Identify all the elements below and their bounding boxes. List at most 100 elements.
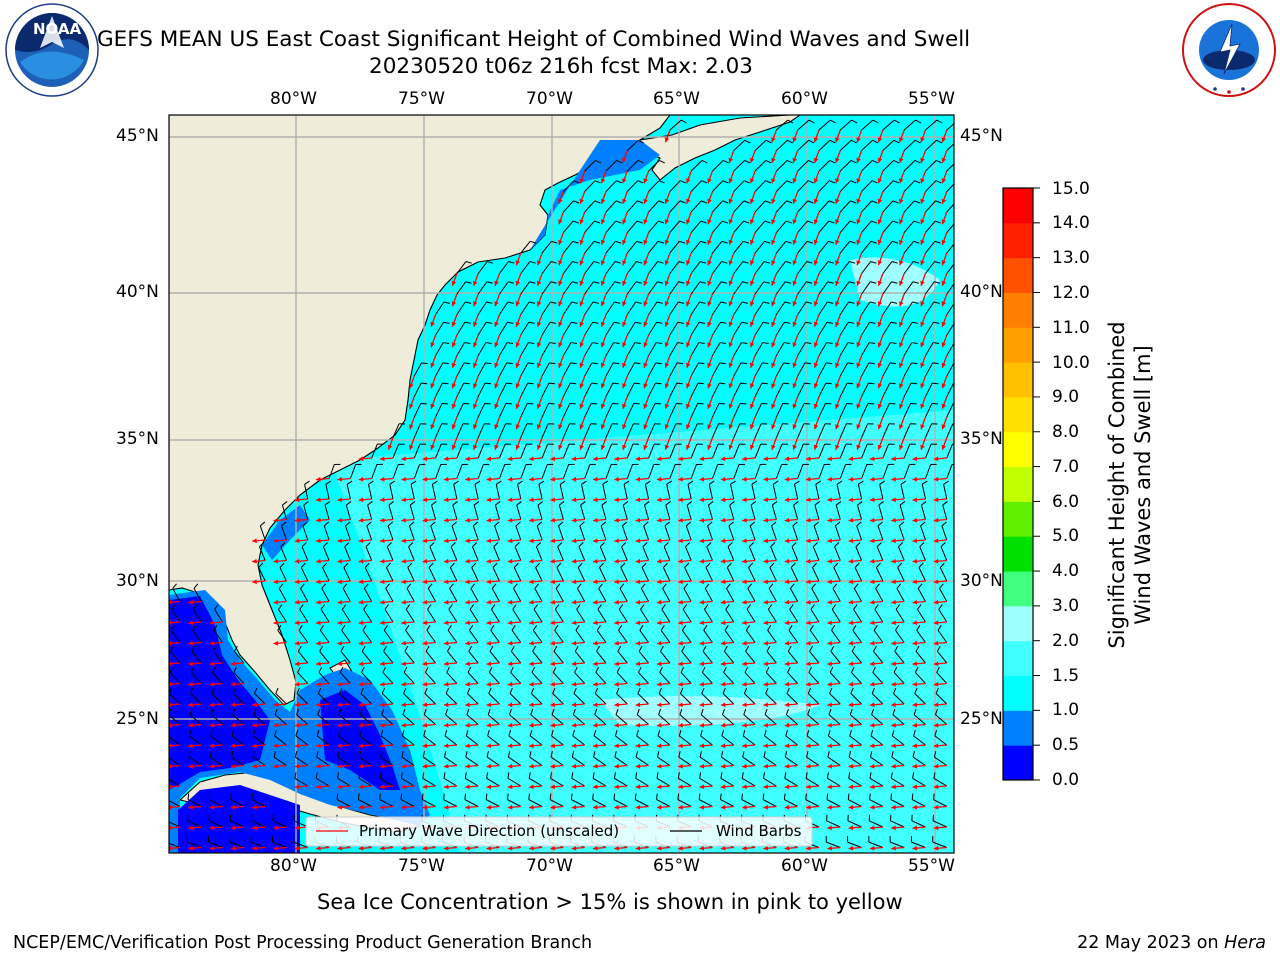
wave-arrow-head xyxy=(720,517,726,523)
wave-arrow-head xyxy=(742,845,747,851)
wave-arrow-head xyxy=(473,301,478,307)
wind-barb-flag xyxy=(701,200,708,204)
wind-barb-flag xyxy=(936,139,943,144)
wind-barb xyxy=(600,525,607,541)
wave-arrow-head xyxy=(806,743,811,749)
wind-barb-flag xyxy=(188,729,192,736)
wind-barb-flag xyxy=(252,729,256,736)
wave-arrow-head xyxy=(380,497,385,503)
wave-arrow-head xyxy=(813,321,819,327)
wind-barb-flag xyxy=(772,501,778,506)
wave-arrow-head xyxy=(643,383,648,389)
lon-label-top-70w: 70°W xyxy=(526,89,573,109)
wave-arrow-head xyxy=(656,661,662,667)
wind-barb-flag xyxy=(615,200,622,204)
wave-arrow-head xyxy=(656,456,662,462)
wave-arrow-head xyxy=(813,301,819,307)
wind-barb xyxy=(754,240,765,254)
wave-arrow-head xyxy=(749,362,755,368)
wind-barb xyxy=(516,504,522,520)
wind-barb-flag xyxy=(869,793,871,800)
wave-arrow-head xyxy=(401,845,406,851)
wind-barb-flag xyxy=(490,625,495,631)
wind-barb-flag xyxy=(535,562,541,568)
wave-arrow-head xyxy=(558,342,563,348)
wind-barb xyxy=(707,525,713,541)
wind-barb xyxy=(767,630,777,643)
wind-barb xyxy=(520,301,530,315)
wind-barb xyxy=(597,609,607,623)
wind-barb-flag xyxy=(666,480,672,485)
wave-arrow-head xyxy=(920,301,925,307)
wind-barb xyxy=(456,322,466,336)
wind-barb-flag xyxy=(486,321,493,324)
wind-barb xyxy=(684,567,692,582)
wave-arrow-head xyxy=(273,743,279,749)
wave-arrow-head xyxy=(188,599,193,605)
wind-barb-flag xyxy=(463,382,470,385)
wind-barb xyxy=(946,203,954,213)
wave-arrow-head xyxy=(891,722,896,728)
wind-barb-flag xyxy=(507,793,509,800)
wind-barb xyxy=(681,651,692,664)
wind-barb xyxy=(456,403,464,418)
wave-arrow-head xyxy=(720,497,726,503)
wind-barb-flag xyxy=(574,645,579,652)
wind-barb xyxy=(169,714,181,725)
wind-barb xyxy=(648,240,659,254)
wave-arrow-head xyxy=(401,456,406,462)
wind-barb-flag xyxy=(421,382,428,385)
wind-barb xyxy=(818,342,828,356)
wind-barb xyxy=(712,160,724,172)
colorbar-segment xyxy=(1003,745,1033,781)
wind-barb-flag xyxy=(618,604,624,610)
wind-barb-flag xyxy=(343,562,349,568)
wind-barb xyxy=(233,672,245,684)
wind-barb-flag xyxy=(719,362,726,365)
wave-arrow-head xyxy=(835,444,840,450)
wave-arrow-head xyxy=(869,784,875,790)
wind-barb xyxy=(529,735,543,746)
wave-arrow-head xyxy=(848,538,854,544)
wind-barb-flag xyxy=(723,645,728,652)
wind-barb-flag xyxy=(637,160,644,164)
wind-barb xyxy=(707,504,713,520)
wind-barb-flag xyxy=(278,604,283,610)
wind-barb xyxy=(499,423,507,438)
wind-barb-flag xyxy=(744,666,749,673)
wind-barb-flag xyxy=(701,180,708,184)
wind-barb-flag xyxy=(813,521,819,527)
wave-arrow-head xyxy=(920,178,925,184)
wind-barb xyxy=(584,220,595,233)
wave-arrow-head xyxy=(686,362,691,368)
wind-barb-flag xyxy=(683,583,689,589)
wind-barb xyxy=(210,735,223,746)
wind-barb xyxy=(534,588,543,602)
wave-arrow-head xyxy=(337,620,343,626)
wind-barb xyxy=(342,588,351,602)
wind-barb-flag xyxy=(790,562,796,568)
wind-barb-flag xyxy=(600,521,606,527)
wind-barb-flag xyxy=(530,240,537,244)
wind-barb xyxy=(903,403,912,418)
wind-barb xyxy=(745,651,756,664)
wind-barb xyxy=(679,714,692,725)
wind-barb-flag xyxy=(830,119,836,124)
wave-arrow-head xyxy=(941,198,947,204)
wind-barb xyxy=(435,322,444,336)
wind-barb-flag xyxy=(579,521,585,527)
wind-barb xyxy=(509,714,522,725)
wind-barb-flag xyxy=(953,363,954,364)
wind-barb xyxy=(685,546,692,561)
wind-barb xyxy=(690,301,700,315)
wave-arrow-head xyxy=(401,784,406,790)
wave-arrow-head xyxy=(294,845,300,851)
wave-arrow-head xyxy=(941,137,947,143)
wind-barb xyxy=(848,777,862,787)
wind-barb xyxy=(493,546,500,561)
wind-barb xyxy=(658,714,671,725)
wave-arrow-head xyxy=(664,260,670,266)
wave-arrow-head xyxy=(358,620,364,626)
wind-barb-flag xyxy=(406,583,412,589)
wind-barb xyxy=(258,567,266,582)
